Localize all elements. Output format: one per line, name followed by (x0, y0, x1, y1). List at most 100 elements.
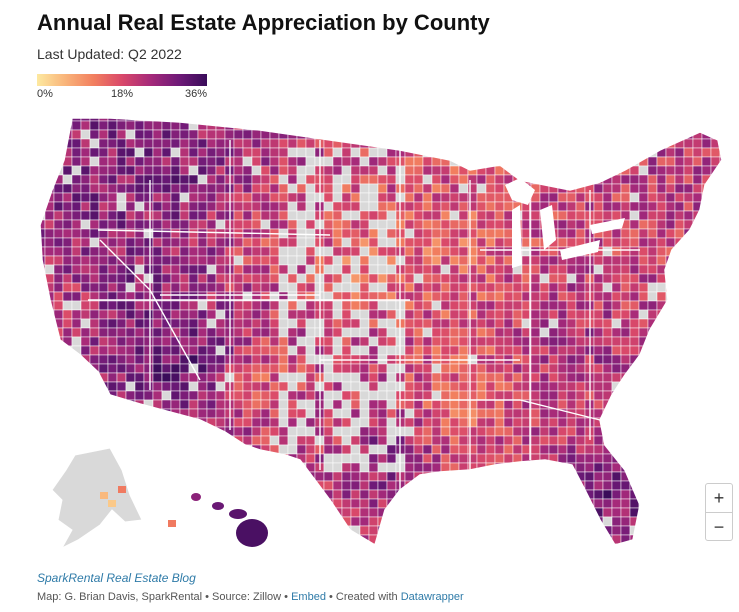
county-cell[interactable] (359, 147, 370, 158)
county-cell[interactable] (503, 264, 514, 275)
county-cell[interactable] (296, 516, 307, 527)
county-cell[interactable] (548, 543, 559, 553)
county-cell[interactable] (503, 417, 514, 428)
county-cell[interactable] (530, 354, 541, 365)
county-cell[interactable] (683, 291, 694, 302)
county-cell[interactable] (125, 318, 136, 329)
county-cell[interactable] (449, 201, 460, 212)
county-cell[interactable] (287, 471, 298, 482)
county-cell[interactable] (188, 210, 199, 221)
county-cell[interactable] (539, 273, 550, 284)
county-cell[interactable] (503, 363, 514, 374)
county-cell[interactable] (242, 363, 253, 374)
county-cell[interactable] (332, 543, 343, 553)
county-cell[interactable] (395, 498, 406, 509)
county-cell[interactable] (260, 363, 271, 374)
county-cell[interactable] (404, 345, 415, 356)
county-cell[interactable] (638, 138, 649, 149)
county-cell[interactable] (215, 273, 226, 284)
county-cell[interactable] (386, 471, 397, 482)
county-cell[interactable] (80, 246, 91, 257)
county-cell[interactable] (701, 372, 712, 383)
county-cell[interactable] (305, 201, 316, 212)
county-cell[interactable] (656, 228, 667, 239)
county-cell[interactable] (476, 192, 487, 203)
county-cell[interactable] (611, 210, 622, 221)
county-cell[interactable] (341, 201, 352, 212)
county-cell[interactable] (242, 138, 253, 149)
county-cell[interactable] (647, 363, 658, 374)
county-cell[interactable] (647, 345, 658, 356)
county-cell[interactable] (701, 417, 712, 428)
county-cell[interactable] (512, 165, 523, 176)
county-cell[interactable] (647, 507, 658, 518)
county-cell[interactable] (404, 309, 415, 320)
county-cell[interactable] (125, 390, 136, 401)
county-cell[interactable] (323, 534, 334, 545)
county-cell[interactable] (638, 228, 649, 239)
county-cell[interactable] (710, 417, 721, 428)
county-cell[interactable] (206, 534, 217, 545)
county-cell[interactable] (269, 165, 280, 176)
county-cell[interactable] (701, 201, 712, 212)
county-cell[interactable] (458, 129, 469, 140)
county-cell[interactable] (359, 480, 370, 491)
county-cell[interactable] (602, 165, 613, 176)
county-cell[interactable] (305, 435, 316, 446)
county-cell[interactable] (530, 345, 541, 356)
county-cell[interactable] (719, 336, 729, 347)
county-cell[interactable] (116, 120, 127, 131)
county-cell[interactable] (539, 534, 550, 545)
county-cell[interactable] (116, 327, 127, 338)
county-cell[interactable] (386, 543, 397, 553)
county-cell[interactable] (116, 219, 127, 230)
county-cell[interactable] (494, 453, 505, 464)
county-cell[interactable] (404, 516, 415, 527)
county-cell[interactable] (296, 147, 307, 158)
county-cell[interactable] (44, 462, 55, 473)
county-cell[interactable] (323, 345, 334, 356)
county-cell[interactable] (305, 165, 316, 176)
county-cell[interactable] (44, 399, 55, 410)
county-cell[interactable] (575, 489, 586, 500)
county-cell[interactable] (386, 201, 397, 212)
county-cell[interactable] (170, 399, 181, 410)
county-cell[interactable] (494, 219, 505, 230)
county-cell[interactable] (224, 516, 235, 527)
county-cell[interactable] (692, 336, 703, 347)
county-cell[interactable] (323, 516, 334, 527)
county-cell[interactable] (242, 318, 253, 329)
county-cell[interactable] (170, 300, 181, 311)
county-cell[interactable] (485, 399, 496, 410)
county-cell[interactable] (107, 399, 118, 410)
county-cell[interactable] (530, 372, 541, 383)
county-cell[interactable] (674, 219, 685, 230)
county-cell[interactable] (116, 174, 127, 185)
county-cell[interactable] (449, 165, 460, 176)
county-cell[interactable] (440, 363, 451, 374)
county-cell[interactable] (512, 462, 523, 473)
county-cell[interactable] (215, 282, 226, 293)
county-cell[interactable] (476, 498, 487, 509)
county-cell[interactable] (629, 183, 640, 194)
county-cell[interactable] (260, 507, 271, 518)
county-cell[interactable] (359, 462, 370, 473)
county-cell[interactable] (305, 192, 316, 203)
county-cell[interactable] (683, 417, 694, 428)
county-cell[interactable] (458, 444, 469, 455)
county-cell[interactable] (719, 192, 729, 203)
county-cell[interactable] (656, 390, 667, 401)
county-cell[interactable] (449, 192, 460, 203)
county-cell[interactable] (323, 507, 334, 518)
county-cell[interactable] (647, 444, 658, 455)
county-cell[interactable] (548, 120, 559, 131)
county-cell[interactable] (458, 300, 469, 311)
county-cell[interactable] (494, 210, 505, 221)
county-cell[interactable] (548, 147, 559, 158)
county-cell[interactable] (602, 300, 613, 311)
county-cell[interactable] (548, 372, 559, 383)
county-cell[interactable] (206, 165, 217, 176)
county-cell[interactable] (179, 471, 190, 482)
county-cell[interactable] (386, 516, 397, 527)
county-cell[interactable] (179, 237, 190, 248)
